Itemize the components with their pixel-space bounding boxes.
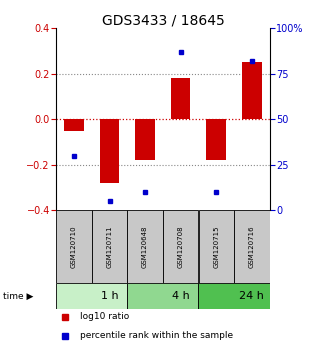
- Text: GSM120710: GSM120710: [71, 225, 77, 268]
- Bar: [92, 210, 127, 283]
- Text: GSM120711: GSM120711: [107, 225, 113, 268]
- Text: 4 h: 4 h: [172, 291, 190, 301]
- Bar: [242, 62, 262, 119]
- Title: GDS3433 / 18645: GDS3433 / 18645: [101, 13, 224, 27]
- Text: time ▶: time ▶: [3, 291, 34, 301]
- Text: 24 h: 24 h: [239, 291, 264, 301]
- Text: GSM120648: GSM120648: [142, 225, 148, 268]
- Text: GSM120715: GSM120715: [213, 225, 219, 268]
- Text: GSM120708: GSM120708: [178, 225, 184, 268]
- Text: log10 ratio: log10 ratio: [80, 312, 129, 321]
- Text: GSM120716: GSM120716: [249, 225, 255, 268]
- Bar: [171, 78, 190, 119]
- Bar: [56, 210, 92, 283]
- Bar: [135, 119, 155, 160]
- Bar: [127, 283, 198, 309]
- Bar: [234, 210, 270, 283]
- Bar: [198, 210, 234, 283]
- Bar: [64, 119, 84, 131]
- Bar: [56, 283, 127, 309]
- Bar: [163, 210, 198, 283]
- Bar: [127, 210, 163, 283]
- Text: 1 h: 1 h: [101, 291, 118, 301]
- Bar: [100, 119, 119, 183]
- Bar: [206, 119, 226, 160]
- Bar: [198, 283, 270, 309]
- Text: percentile rank within the sample: percentile rank within the sample: [80, 331, 233, 340]
